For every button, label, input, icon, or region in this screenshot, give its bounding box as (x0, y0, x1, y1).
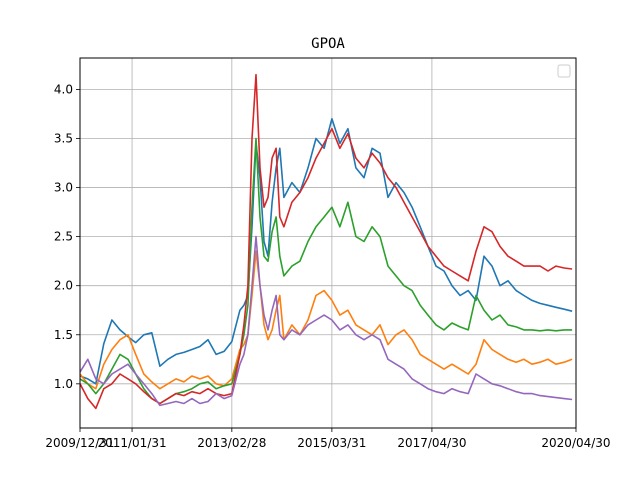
series-lines (79, 73, 573, 410)
x-tick-label: 2017/04/30 (397, 436, 466, 450)
legend-box (557, 64, 571, 78)
series-line-5 (79, 235, 573, 407)
y-tick-label: 2.5 (54, 230, 73, 244)
y-tick-label: 3.0 (54, 181, 73, 195)
x-tick-label: 2013/02/28 (197, 436, 266, 450)
series-line-1 (79, 118, 573, 385)
chart-title: GPOA (311, 36, 345, 52)
y-tick-label: 1.5 (54, 328, 73, 342)
y-axis-ticks: 1.0 1.5 2.0 2.5 3.0 3.5 4.0 (54, 82, 80, 391)
series-line-4 (79, 73, 573, 410)
x-tick-label: 2009/12/31 (45, 436, 114, 450)
y-tick-label: 2.0 (54, 279, 73, 293)
series-line-2 (79, 250, 573, 390)
x-tick-label: 2015/03/31 (297, 436, 366, 450)
y-tick-label: 3.5 (54, 131, 73, 145)
y-tick-label: 4.0 (54, 82, 73, 96)
grid (79, 58, 577, 428)
plot-frame (79, 57, 577, 429)
x-tick-label: 2020/04/30 (541, 436, 610, 450)
y-tick-label: 1.0 (54, 377, 73, 391)
x-tick-label: 2011/01/31 (97, 436, 166, 450)
